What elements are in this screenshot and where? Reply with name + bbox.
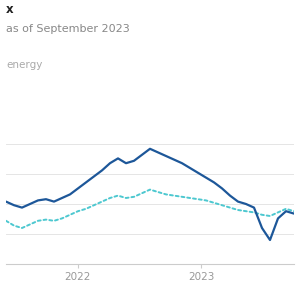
Text: energy: energy xyxy=(6,60,42,70)
Text: x: x xyxy=(6,3,14,16)
Text: as of September 2023: as of September 2023 xyxy=(6,24,130,34)
